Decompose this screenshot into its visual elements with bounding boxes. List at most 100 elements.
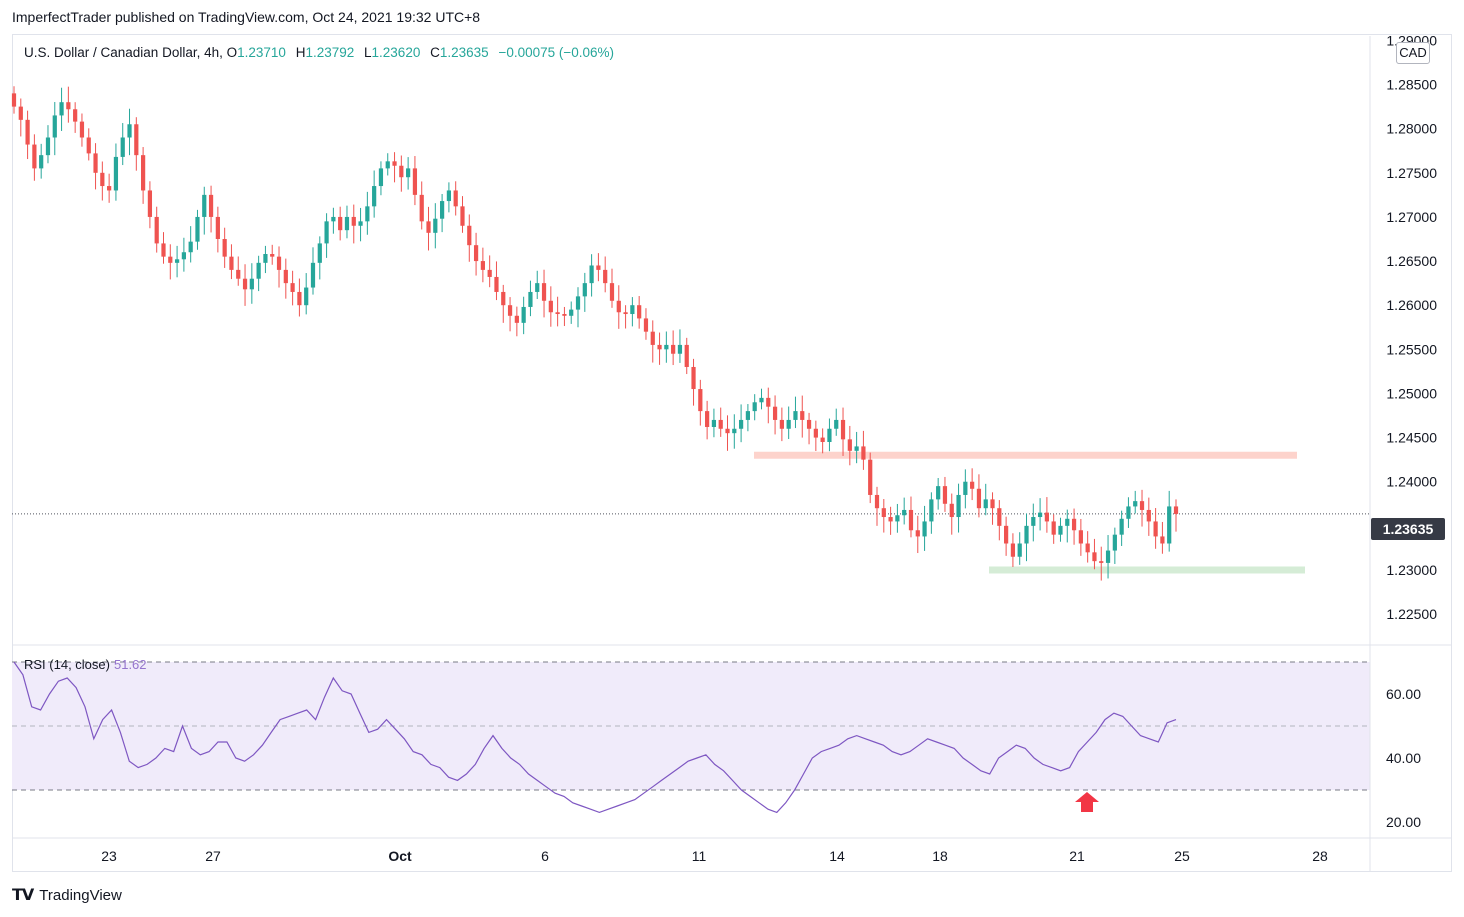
candle-body (59, 102, 64, 116)
candle-body (630, 305, 635, 315)
candle-body (202, 194, 207, 217)
time-tick-label: 21 (1069, 848, 1085, 864)
candle-body (73, 109, 78, 122)
candle-body (86, 137, 91, 154)
candle-body (691, 366, 696, 390)
candle-body (772, 406, 778, 420)
candle-body (168, 256, 173, 263)
candle-body (1146, 509, 1151, 522)
time-tick-label: 6 (541, 848, 549, 864)
candle-body (895, 515, 900, 522)
candle-body (507, 305, 513, 316)
candle-body (1071, 518, 1077, 531)
candle-body (426, 221, 431, 233)
candle-body (1139, 501, 1145, 510)
candle-body (460, 206, 465, 226)
candle-body (358, 221, 363, 226)
candle-body (1017, 543, 1022, 557)
candle-body (453, 190, 458, 207)
candle-body (1133, 501, 1138, 507)
close-value: 1.23635 (439, 45, 489, 60)
candle-body (664, 344, 669, 350)
candle-body (154, 216, 159, 244)
candle-body (120, 137, 125, 157)
candle-body (141, 155, 146, 191)
candle-body (902, 509, 907, 516)
rsi-legend: RSI (14, close) 51.62 (24, 657, 147, 672)
ohlc-legend: U.S. Dollar / Canadian Dollar, 4h, O1.23… (24, 45, 614, 60)
candle-body (705, 411, 710, 427)
tradingview-logo-icon: 𝗧𝗩 (12, 887, 34, 904)
candle-body (1085, 543, 1090, 553)
candle-body (1119, 518, 1124, 535)
tradingview-logo[interactable]: 𝗧𝗩 TradingView (12, 885, 122, 905)
candle-body (915, 530, 920, 537)
candle-body (806, 419, 812, 429)
candle-body (603, 269, 608, 284)
candle-body (834, 419, 839, 429)
candle-body (331, 216, 336, 222)
candle-body (263, 254, 268, 263)
candle-body (813, 428, 818, 438)
low-label: L (364, 45, 372, 60)
candle-body (378, 168, 384, 187)
candle-body (1031, 517, 1036, 526)
price-tick-label: 1.24000 (1386, 474, 1437, 490)
candle-body (256, 262, 261, 279)
candle-body (684, 344, 689, 367)
candle-body (562, 314, 567, 316)
time-tick-label: 14 (829, 848, 845, 864)
candle-body (338, 216, 343, 231)
candle-body (929, 499, 934, 522)
candle-body (766, 397, 771, 407)
candle-body (439, 201, 445, 219)
candle-body (718, 419, 723, 429)
candle-body (759, 397, 764, 403)
candle-body (569, 309, 574, 316)
chart-frame (12, 34, 1452, 872)
candle-body (609, 283, 615, 301)
candle-body (949, 503, 954, 518)
candle-body (385, 161, 390, 169)
candle-body (1105, 550, 1111, 563)
candle-body (107, 186, 112, 191)
candle-body (195, 216, 200, 242)
close-label: C (430, 45, 440, 60)
candle-body (222, 239, 227, 257)
candle-body (351, 216, 356, 226)
candle-body (521, 306, 526, 323)
candle-body (1099, 561, 1104, 563)
candle-body (1058, 525, 1063, 535)
candle-body (623, 312, 628, 315)
candle-body (208, 194, 214, 217)
candle-body (711, 419, 717, 427)
rsi-tick-label: 20.00 (1386, 814, 1421, 830)
candle-body (236, 269, 241, 279)
open-value: 1.23710 (237, 45, 286, 60)
candle-body (1092, 552, 1097, 562)
price-tick-label: 1.23000 (1386, 562, 1437, 578)
currency-badge[interactable]: CAD (1396, 42, 1430, 64)
candle-body (793, 411, 798, 420)
candle-body (242, 278, 248, 290)
candle-body (963, 481, 968, 495)
candle-body (854, 446, 859, 451)
candle-body (419, 194, 424, 222)
up-arrow-icon (1075, 792, 1099, 812)
candle-body (800, 411, 805, 420)
candle-body (412, 168, 418, 195)
high-label: H (295, 45, 306, 60)
price-tick-label: 1.27500 (1386, 165, 1437, 181)
candle-body (1010, 543, 1016, 557)
candle-body (990, 499, 995, 509)
candle-body (181, 252, 186, 260)
candle-body (677, 344, 683, 354)
candle-body (66, 102, 71, 110)
candle-body (290, 283, 295, 292)
candle-body (399, 165, 404, 178)
candle-body (589, 265, 594, 284)
candle-body (249, 278, 254, 290)
candle-body (779, 419, 784, 429)
candle-body (874, 494, 880, 509)
